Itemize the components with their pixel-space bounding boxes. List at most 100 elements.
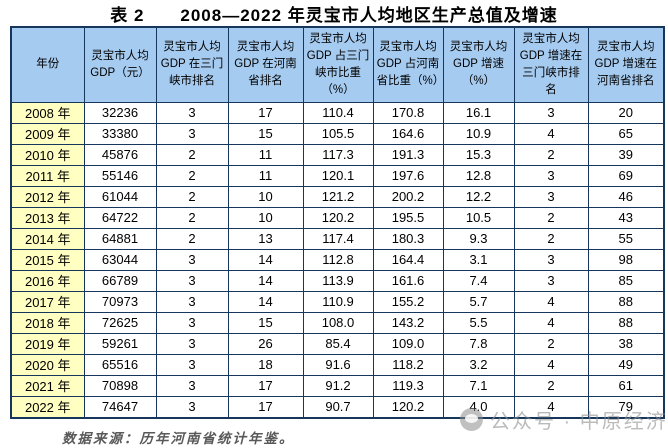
value-cell: 3.2 <box>442 353 515 376</box>
value-cell: 195.5 <box>372 206 444 229</box>
value-cell: 3 <box>155 290 229 313</box>
value-cell: 49 <box>587 353 665 376</box>
value-cell: 91.2 <box>302 374 374 397</box>
table-row: 2022 年 74647 3 17 90.7 120.2 4.0 4 79 <box>10 395 665 418</box>
value-cell: 32236 <box>83 101 157 124</box>
value-cell: 72625 <box>83 311 157 334</box>
value-cell: 7.1 <box>442 374 515 397</box>
value-cell: 38 <box>587 332 665 355</box>
year-cell: 2020 年 <box>10 353 85 376</box>
value-cell: 16.1 <box>442 101 515 124</box>
value-cell: 180.3 <box>372 227 444 250</box>
value-cell: 3 <box>155 311 229 334</box>
value-cell: 10.5 <box>442 206 515 229</box>
table-row: 2019 年 59261 3 26 85.4 109.0 7.8 2 38 <box>10 332 665 355</box>
year-cell: 2008 年 <box>10 101 85 124</box>
year-cell: 2018 年 <box>10 311 85 334</box>
value-cell: 197.6 <box>372 164 444 187</box>
value-cell: 118.2 <box>372 353 444 376</box>
value-cell: 2 <box>513 143 589 166</box>
value-cell: 121.2 <box>302 185 374 208</box>
value-cell: 7.8 <box>442 332 515 355</box>
value-cell: 65 <box>587 122 665 145</box>
value-cell: 90.7 <box>302 395 374 418</box>
value-cell: 5.7 <box>442 290 515 313</box>
year-cell: 2012 年 <box>10 185 85 208</box>
value-cell: 33380 <box>83 122 157 145</box>
value-cell: 120.1 <box>302 164 374 187</box>
value-cell: 14 <box>227 269 304 292</box>
column-header: 灵宝市人均 GDP 增速在三门峡市排名 <box>513 26 589 103</box>
value-cell: 61044 <box>83 185 157 208</box>
value-cell: 17 <box>227 101 304 124</box>
value-cell: 2 <box>155 164 229 187</box>
value-cell: 12.8 <box>442 164 515 187</box>
value-cell: 191.3 <box>372 143 444 166</box>
value-cell: 3 <box>513 101 589 124</box>
value-cell: 85 <box>587 269 665 292</box>
value-cell: 7.4 <box>442 269 515 292</box>
gdp-data-table: 年份 灵宝市人均 GDP（元） 灵宝市人均 GDP 在三门峡市排名 灵宝市人均 GDP… <box>10 26 665 419</box>
value-cell: 10 <box>227 206 304 229</box>
column-header: 灵宝市人均 GDP 增速（%） <box>442 26 515 103</box>
value-cell: 164.4 <box>372 248 444 271</box>
value-cell: 11 <box>227 143 304 166</box>
value-cell: 3 <box>513 185 589 208</box>
table-row: 2008 年 32236 3 17 110.4 170.8 16.1 3 20 <box>10 101 665 124</box>
value-cell: 3 <box>155 353 229 376</box>
year-cell: 2021 年 <box>10 374 85 397</box>
value-cell: 17 <box>227 374 304 397</box>
value-cell: 4 <box>513 311 589 334</box>
value-cell: 4 <box>513 395 589 418</box>
value-cell: 110.4 <box>302 101 374 124</box>
value-cell: 155.2 <box>372 290 444 313</box>
value-cell: 117.4 <box>302 227 374 250</box>
value-cell: 2 <box>155 185 229 208</box>
value-cell: 55 <box>587 227 665 250</box>
value-cell: 3 <box>155 395 229 418</box>
value-cell: 3.1 <box>442 248 515 271</box>
value-cell: 2 <box>155 206 229 229</box>
value-cell: 17 <box>227 395 304 418</box>
value-cell: 2 <box>513 374 589 397</box>
value-cell: 20 <box>587 101 665 124</box>
year-cell: 2013 年 <box>10 206 85 229</box>
year-cell: 2015 年 <box>10 248 85 271</box>
value-cell: 65516 <box>83 353 157 376</box>
table-row: 2012 年 61044 2 10 121.2 200.2 12.2 3 46 <box>10 185 665 208</box>
value-cell: 105.5 <box>302 122 374 145</box>
table-row: 2016 年 66789 3 14 113.9 161.6 7.4 3 85 <box>10 269 665 292</box>
value-cell: 43 <box>587 206 665 229</box>
table-row: 2013 年 64722 2 10 120.2 195.5 10.5 2 43 <box>10 206 665 229</box>
table-row: 2018 年 72625 3 15 108.0 143.2 5.5 4 88 <box>10 311 665 334</box>
value-cell: 70898 <box>83 374 157 397</box>
value-cell: 3 <box>155 122 229 145</box>
value-cell: 9.3 <box>442 227 515 250</box>
table-row: 2011 年 55146 2 11 120.1 197.6 12.8 3 69 <box>10 164 665 187</box>
value-cell: 117.3 <box>302 143 374 166</box>
value-cell: 113.9 <box>302 269 374 292</box>
value-cell: 18 <box>227 353 304 376</box>
value-cell: 59261 <box>83 332 157 355</box>
value-cell: 3 <box>155 101 229 124</box>
value-cell: 61 <box>587 374 665 397</box>
table-row: 2014 年 64881 2 13 117.4 180.3 9.3 2 55 <box>10 227 665 250</box>
value-cell: 15.3 <box>442 143 515 166</box>
value-cell: 69 <box>587 164 665 187</box>
value-cell: 14 <box>227 290 304 313</box>
value-cell: 64881 <box>83 227 157 250</box>
value-cell: 13 <box>227 227 304 250</box>
value-cell: 10 <box>227 185 304 208</box>
column-header: 灵宝市人均 GDP（元） <box>83 26 157 103</box>
table-row: 2021 年 70898 3 17 91.2 119.3 7.1 2 61 <box>10 374 665 397</box>
column-header: 灵宝市人均 GDP 增速在河南省排名 <box>587 26 665 103</box>
year-cell: 2014 年 <box>10 227 85 250</box>
table-row: 2020 年 65516 3 18 91.6 118.2 3.2 4 49 <box>10 353 665 376</box>
value-cell: 70973 <box>83 290 157 313</box>
value-cell: 109.0 <box>372 332 444 355</box>
column-header: 年份 <box>10 26 85 103</box>
value-cell: 2 <box>155 143 229 166</box>
value-cell: 10.9 <box>442 122 515 145</box>
source-note: 数据来源：历年河南省统计年鉴。 <box>62 431 295 446</box>
value-cell: 88 <box>587 311 665 334</box>
